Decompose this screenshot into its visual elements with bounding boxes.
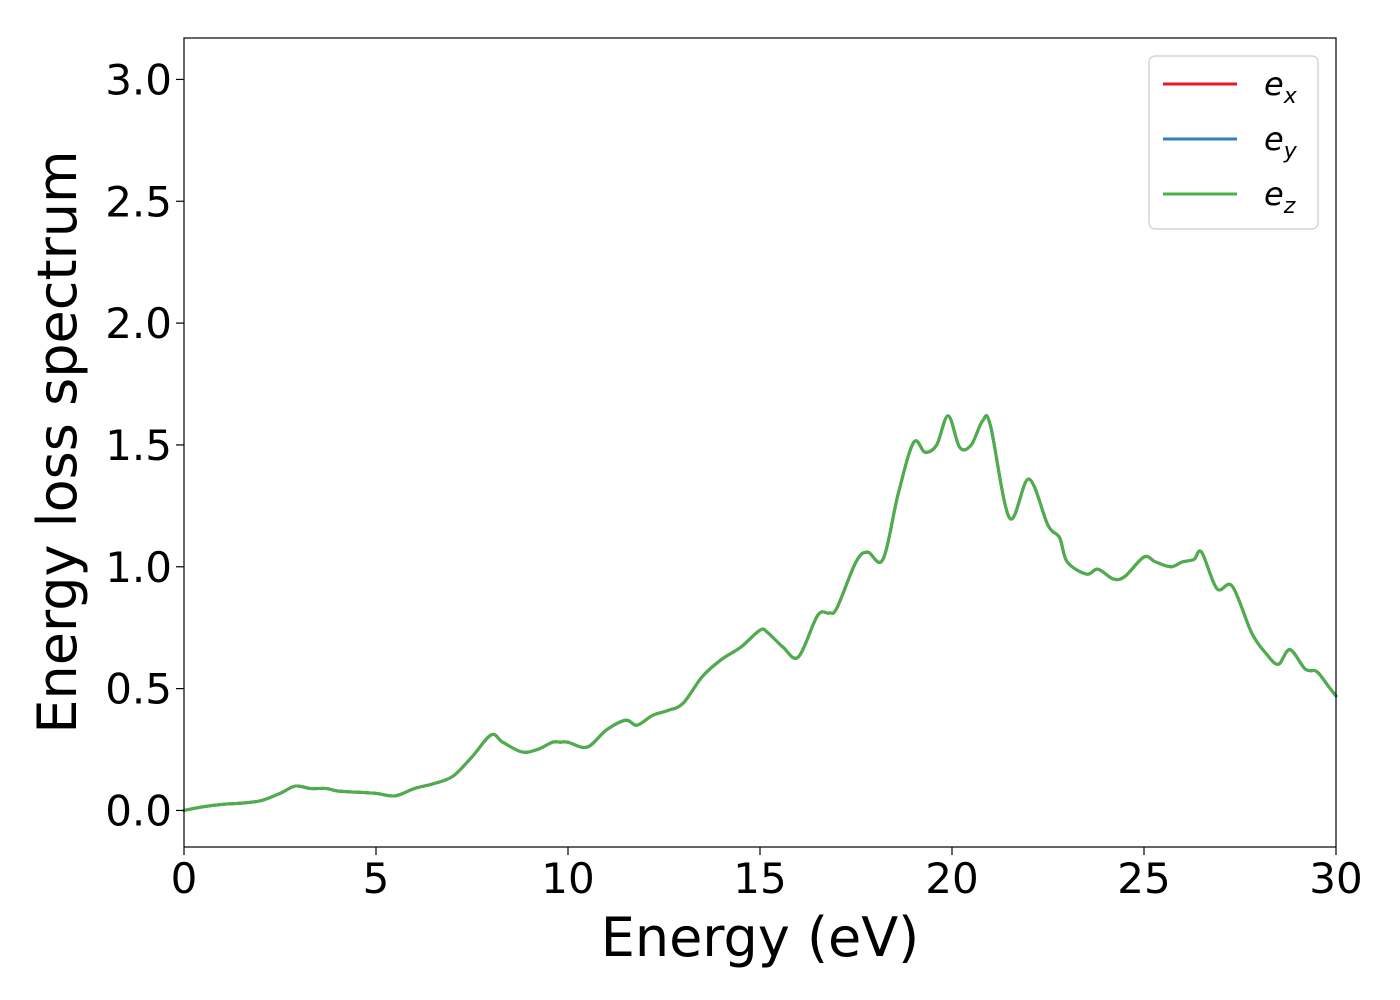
x-tick-label: 30 [1309, 854, 1362, 903]
series-line-ex [182, 414, 1338, 812]
x-axis-label: Energy (eV) [601, 906, 920, 969]
y-axis-label: Energy loss spectrum [26, 150, 89, 733]
series-layer [182, 414, 1338, 812]
x-tick-label: 25 [1117, 854, 1170, 903]
x-tick-label: 10 [541, 854, 594, 903]
y-tick-label: 0.0 [105, 786, 172, 835]
x-axis-ticks: 0 5 10 15 20 25 30 [171, 847, 1363, 903]
y-tick-label: 1.0 [105, 543, 172, 592]
legend-box [1148, 55, 1319, 230]
y-tick-label: 2.0 [105, 299, 172, 348]
y-tick-label: 1.5 [105, 421, 172, 470]
x-tick-label: 20 [925, 854, 978, 903]
y-tick-label: 3.0 [105, 55, 172, 104]
x-tick-label: 15 [733, 854, 786, 903]
y-axis-ticks: 0.0 0.5 1.0 1.5 2.0 2.5 3.0 [105, 55, 184, 835]
x-tick-label: 0 [171, 854, 198, 903]
y-tick-label: 2.5 [105, 177, 172, 226]
y-tick-label: 0.5 [105, 665, 172, 714]
x-tick-label: 5 [363, 854, 390, 903]
series-line-ez [182, 414, 1338, 812]
series-line-ey [182, 414, 1338, 812]
